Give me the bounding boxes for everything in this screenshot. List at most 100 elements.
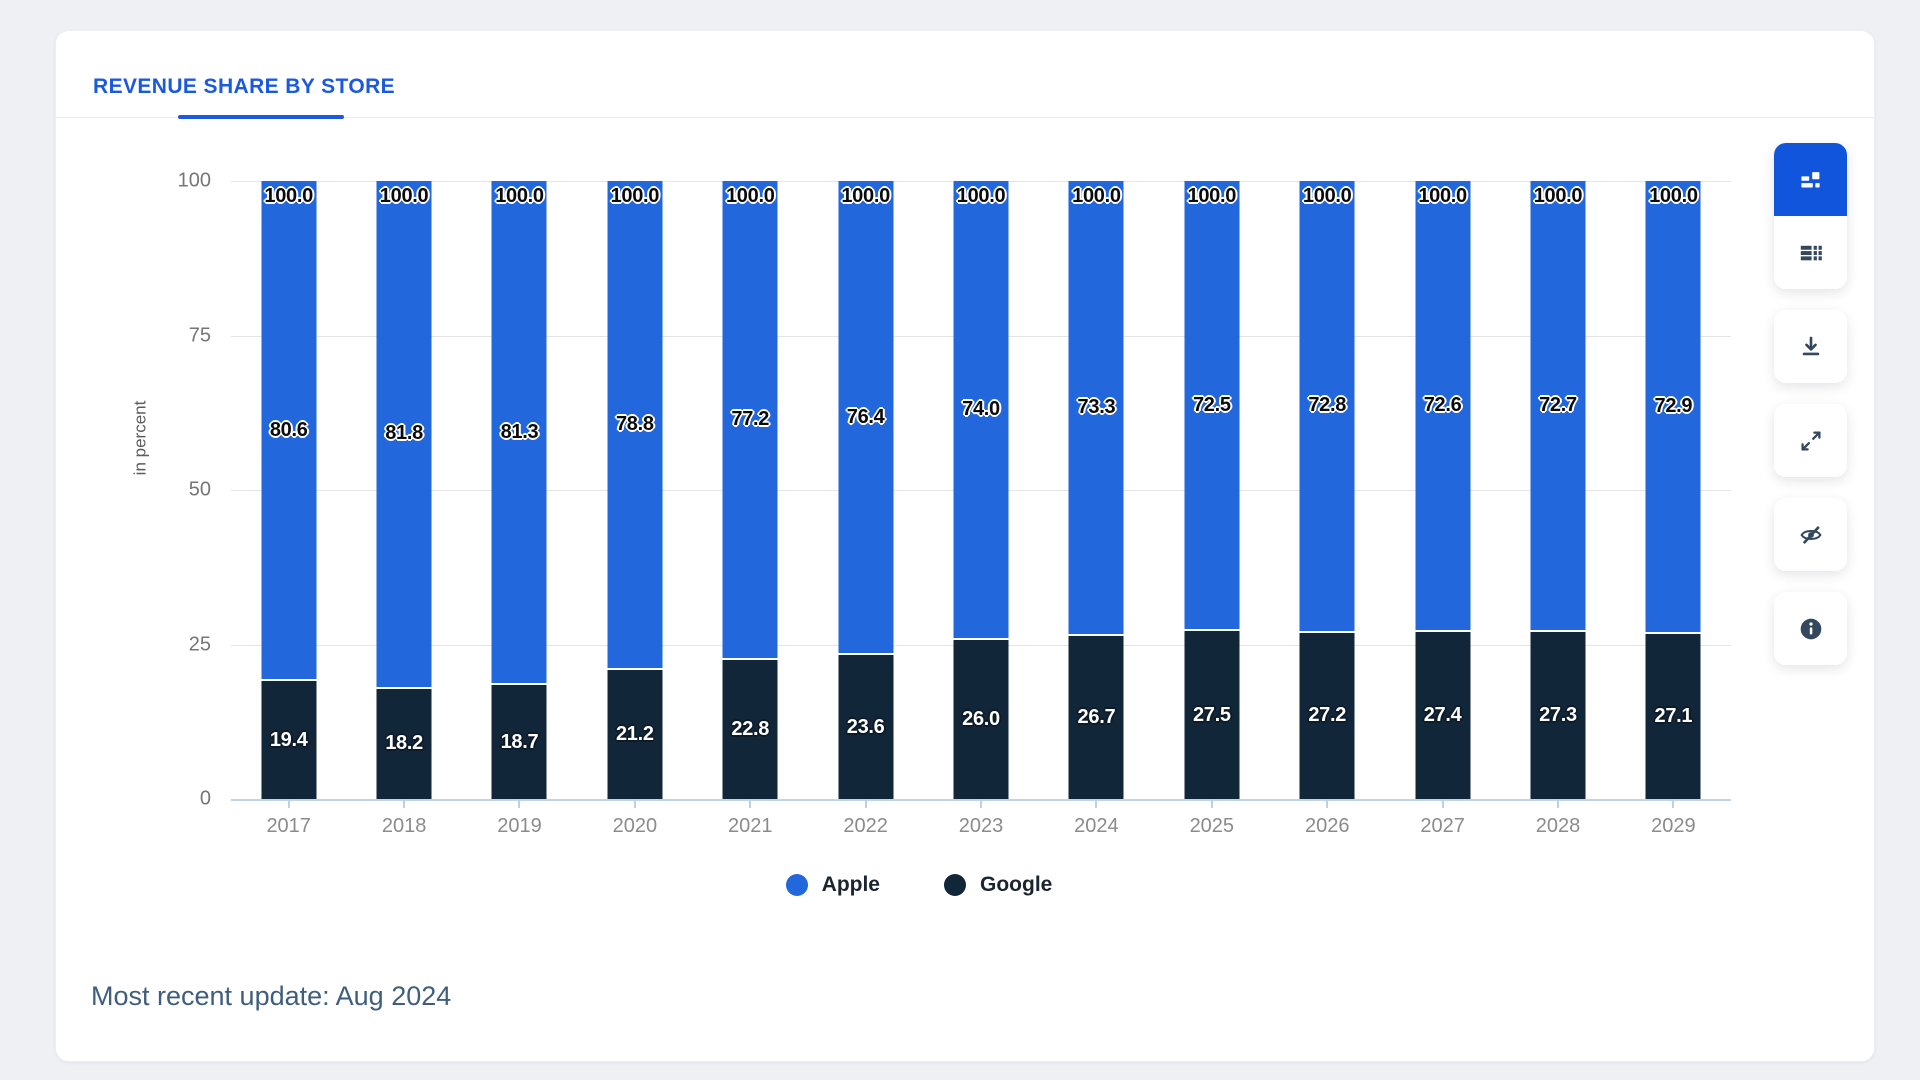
x-tick-label: 2026 — [1304, 815, 1350, 837]
bar-segment-apple-2029[interactable]: 72.9 — [1645, 181, 1701, 632]
bar-segment-apple-2028[interactable]: 72.7 — [1530, 181, 1586, 631]
bar-total-label: 100.0 — [956, 185, 1006, 207]
x-axis-tick — [403, 799, 406, 808]
bar-value-label: 27.4 — [1423, 703, 1462, 726]
x-axis-tick — [980, 799, 983, 808]
bar-total-label: 100.0 — [1533, 185, 1583, 207]
bar-segment-apple-2022[interactable]: 76.4 — [838, 181, 894, 654]
bar-column: 100.0 74.0 26.0 2023 — [923, 181, 1038, 837]
bar-value-label: 27.5 — [1192, 703, 1231, 726]
bar-value-label: 19.4 — [269, 728, 308, 751]
bar-value-label: 26.7 — [1077, 705, 1116, 728]
fullscreen-button[interactable] — [1774, 404, 1847, 477]
bar-value-label: 18.7 — [500, 730, 539, 753]
bar-value-label: 81.8 — [385, 422, 423, 445]
chart-toolbar — [1774, 143, 1847, 665]
plot-area: in percent 100.0 80.6 19.4 2017 100.0 81.8 18.… — [130, 170, 1731, 837]
bar-stack-2020: 78.8 21.2 — [607, 181, 663, 799]
footer-update-text: Most recent update: Aug 2024 — [91, 981, 452, 1011]
bar-segment-google-2025[interactable]: 27.5 — [1184, 629, 1240, 799]
bar-segment-apple-2027[interactable]: 72.6 — [1415, 181, 1471, 630]
x-axis-tick — [1210, 799, 1213, 808]
bar-segment-google-2018[interactable]: 18.2 — [376, 686, 432, 799]
y-tick-label: 75 — [188, 324, 211, 346]
bar-total-label: 100.0 — [1649, 185, 1698, 207]
bar-value-label: 72.8 — [1308, 394, 1347, 417]
bar-value-label: 27.1 — [1654, 704, 1693, 727]
bar-value-label: 18.2 — [385, 732, 423, 755]
bar-segment-apple-2019[interactable]: 81.3 — [491, 181, 547, 684]
bar-segment-google-2017[interactable]: 19.4 — [261, 679, 317, 799]
bar-stack-2023: 74.0 26.0 — [953, 181, 1009, 799]
bar-column: 100.0 72.9 27.1 2029 — [1616, 181, 1731, 837]
bar-column: 100.0 72.7 27.3 2028 — [1500, 181, 1615, 837]
legend-label: Google — [980, 873, 1053, 896]
x-tick-label: 2022 — [843, 815, 888, 837]
bar-stack-2027: 72.6 27.4 — [1415, 181, 1471, 799]
bar-stack-2024: 73.3 26.7 — [1068, 181, 1124, 799]
bar-value-label: 73.3 — [1077, 395, 1116, 418]
x-axis-tick — [633, 799, 636, 808]
x-axis-tick — [1441, 799, 1444, 808]
bar-column: 100.0 81.8 18.2 2018 — [346, 181, 461, 837]
x-axis-tick — [1672, 799, 1675, 808]
bar-segment-apple-2020[interactable]: 78.8 — [607, 181, 663, 668]
bar-segment-google-2027[interactable]: 27.4 — [1415, 629, 1471, 799]
bar-segment-apple-2026[interactable]: 72.8 — [1299, 181, 1355, 631]
bar-segment-google-2028[interactable]: 27.3 — [1530, 630, 1586, 799]
bar-total-label: 100.0 — [379, 185, 429, 207]
legend-item-google[interactable]: Google — [944, 873, 1052, 897]
table-view-button[interactable] — [1774, 216, 1847, 289]
info-button[interactable] — [1774, 592, 1847, 665]
bar-total-label: 100.0 — [495, 185, 544, 207]
bar-column: 100.0 80.6 19.4 2017 — [231, 181, 346, 837]
bar-total-label: 100.0 — [725, 185, 775, 207]
toolbar-group — [1774, 310, 1847, 383]
bar-segment-google-2026[interactable]: 27.2 — [1299, 630, 1355, 799]
x-tick-label: 2023 — [958, 815, 1004, 837]
bar-segment-google-2020[interactable]: 21.2 — [607, 667, 663, 799]
chart-blocks-icon — [1799, 168, 1823, 192]
bar-total-label: 100.0 — [1187, 185, 1237, 207]
bar-stack-2028: 72.7 27.3 — [1530, 181, 1586, 799]
chart-view-button[interactable] — [1774, 143, 1847, 216]
bar-segment-apple-2024[interactable]: 73.3 — [1068, 181, 1124, 634]
download-icon — [1799, 335, 1823, 359]
bar-value-label: 74.0 — [962, 398, 1000, 421]
x-axis-tick — [518, 799, 521, 808]
bar-segment-apple-2025[interactable]: 72.5 — [1184, 181, 1240, 630]
download-button[interactable] — [1774, 310, 1847, 383]
legend-dot-apple — [785, 874, 808, 896]
bar-segment-google-2023[interactable]: 26.0 — [953, 638, 1009, 799]
bar-value-label: 76.4 — [846, 405, 885, 428]
hide-chart-button[interactable] — [1774, 498, 1847, 571]
x-axis-tick — [864, 799, 867, 808]
chart-card: REVENUE SHARE BY STORE in percent 100.0 8… — [55, 30, 1875, 1062]
toolbar-group — [1774, 498, 1847, 571]
y-axis-title: in percent — [130, 400, 150, 476]
tab-revenue-share[interactable]: REVENUE SHARE BY STORE — [93, 75, 396, 98]
x-tick-label: 2019 — [497, 815, 542, 837]
x-axis-tick — [1326, 799, 1329, 808]
bar-segment-google-2029[interactable]: 27.1 — [1645, 631, 1701, 799]
legend-item-apple[interactable]: Apple — [785, 873, 880, 897]
bar-segment-apple-2018[interactable]: 81.8 — [376, 181, 432, 687]
bar-column: 100.0 76.4 23.6 2022 — [808, 181, 923, 837]
bar-segment-google-2024[interactable]: 26.7 — [1068, 633, 1124, 799]
bar-column: 100.0 73.3 26.7 2024 — [1039, 181, 1154, 837]
bar-total-label: 100.0 — [1302, 185, 1352, 207]
y-tick-label: 100 — [177, 169, 211, 192]
bar-segment-apple-2017[interactable]: 80.6 — [261, 181, 317, 680]
bar-segment-google-2021[interactable]: 22.8 — [722, 658, 778, 799]
bar-value-label: 23.6 — [846, 715, 885, 738]
bar-segment-apple-2023[interactable]: 74.0 — [953, 181, 1009, 639]
x-tick-label: 2028 — [1535, 815, 1581, 837]
bar-segment-google-2022[interactable]: 23.6 — [838, 653, 894, 799]
bar-segment-google-2019[interactable]: 18.7 — [491, 683, 547, 799]
bar-column: 100.0 72.5 27.5 2025 — [1154, 181, 1269, 837]
bar-value-label: 72.6 — [1423, 393, 1462, 416]
bar-segment-apple-2021[interactable]: 77.2 — [722, 181, 778, 659]
bar-total-label: 100.0 — [841, 185, 890, 207]
x-tick-label: 2027 — [1420, 815, 1465, 837]
y-tick-label: 25 — [188, 633, 211, 655]
